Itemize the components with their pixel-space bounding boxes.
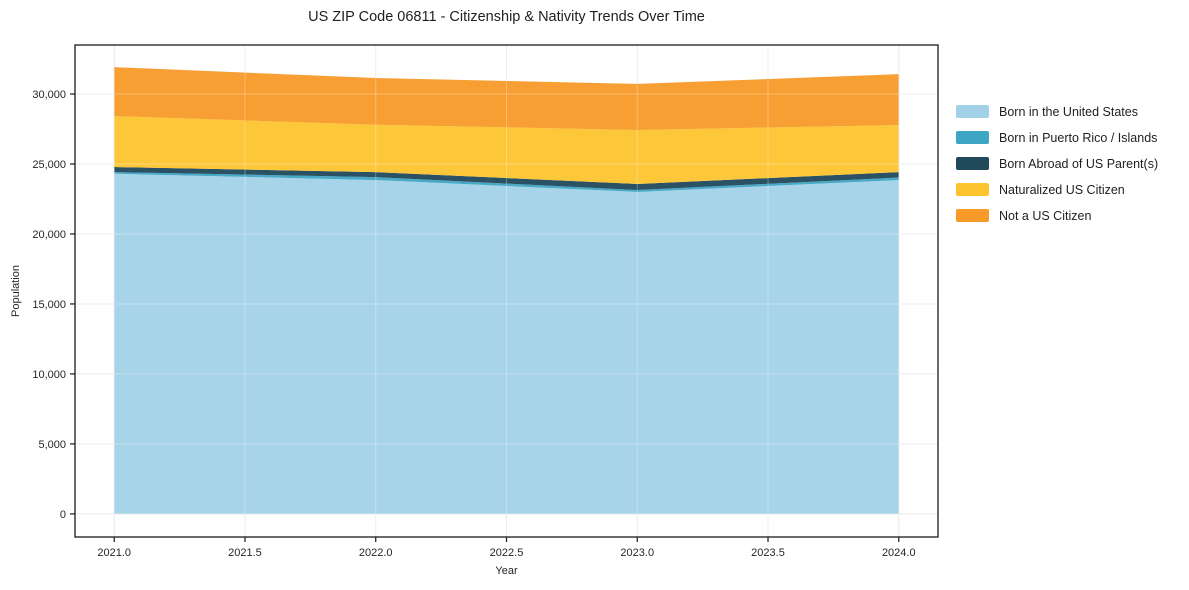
y-tick-label: 30,000 [32,89,66,101]
area-born-abroad-of-us-parent-s [114,167,899,191]
y-tick-label: 0 [60,509,66,521]
legend-label: Born in Puerto Rico / Islands [999,130,1158,145]
legend-item-not-a-us-citizen: Not a US Citizen [956,208,1158,223]
area-born-in-the-united-states [114,173,899,514]
area-born-in-puerto-rico-islands [114,172,899,192]
legend-label: Not a US Citizen [999,208,1092,223]
legend-swatch [956,105,989,118]
x-tick-label: 2023.5 [751,547,785,559]
legend-item-born-in-puerto-rico-islands: Born in Puerto Rico / Islands [956,130,1158,145]
legend-swatch [956,209,989,222]
legend-label: Naturalized US Citizen [999,182,1125,197]
y-tick-label: 15,000 [32,299,66,311]
y-axis-label: Population [10,265,22,317]
x-tick-label: 2024.0 [882,547,916,559]
area-not-a-us-citizen [114,67,899,130]
y-tick-label: 25,000 [32,159,66,171]
chart-title: US ZIP Code 06811 - Citizenship & Nativi… [308,9,705,25]
x-tick-label: 2023.0 [620,547,654,559]
x-tick-label: 2022.5 [490,547,524,559]
legend-item-born-in-the-united-states: Born in the United States [956,104,1158,119]
legend-swatch [956,183,989,196]
x-tick-label: 2021.0 [97,547,131,559]
legend-item-naturalized-us-citizen: Naturalized US Citizen [956,182,1158,197]
y-tick-label: 10,000 [32,369,66,381]
legend-label: Born Abroad of US Parent(s) [999,156,1159,171]
x-tick-label: 2022.0 [359,547,393,559]
legend-label: Born in the United States [999,104,1138,119]
x-tick-label: 2021.5 [228,547,262,559]
y-tick-label: 20,000 [32,229,66,241]
legend-swatch [956,157,989,170]
y-tick-label: 5,000 [38,439,66,451]
legend-item-born-abroad-of-us-parent-s: Born Abroad of US Parent(s) [956,156,1159,171]
area-naturalized-us-citizen [114,116,899,184]
legend: Born in the United States Born in Puerto … [956,105,1158,235]
legend-swatch [956,131,989,144]
x-axis-label: Year [495,565,518,577]
